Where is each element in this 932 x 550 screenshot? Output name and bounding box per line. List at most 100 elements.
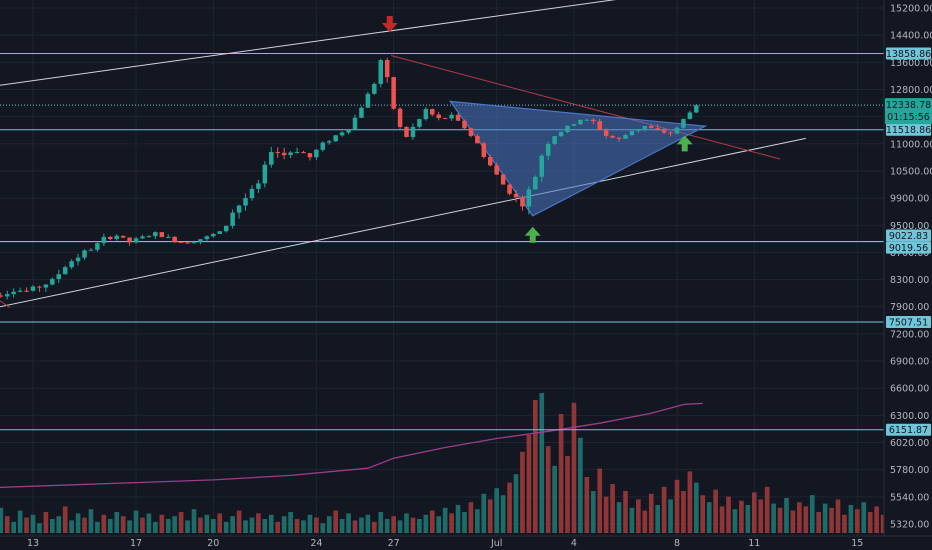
candle-body <box>578 119 583 125</box>
volume-bar <box>552 465 557 533</box>
candle-body <box>378 60 384 84</box>
volume-bar <box>75 513 81 533</box>
volume-bar <box>359 517 364 533</box>
candle-body <box>0 295 4 297</box>
candle-body <box>648 125 654 129</box>
volume-bar <box>610 484 615 533</box>
level-label-box <box>886 315 931 328</box>
candle-body <box>423 109 429 120</box>
volume-bar <box>301 520 306 533</box>
volume-bar <box>745 505 751 533</box>
candle-body <box>140 236 145 239</box>
volume-bar <box>243 520 248 533</box>
volume-bar <box>17 510 23 533</box>
volume-bar <box>365 514 371 533</box>
level-label: 7507.51 <box>889 317 928 328</box>
volume-bar <box>494 488 499 533</box>
volume-bar <box>739 500 744 533</box>
level-label-box <box>886 123 931 136</box>
volume-bar <box>88 509 94 533</box>
candle-body <box>668 132 673 134</box>
volume-bar <box>378 512 384 533</box>
volume-bar <box>719 506 725 533</box>
volume-bar <box>140 517 145 533</box>
volume-bar <box>545 446 551 533</box>
candle-body <box>307 153 313 158</box>
candle-body <box>320 142 326 150</box>
candle-body <box>236 205 242 213</box>
y-tick-label: 9900.00 <box>890 194 929 205</box>
volume-bar <box>597 468 603 533</box>
x-tick-label: 11 <box>748 538 760 549</box>
volume-bar <box>442 507 448 533</box>
candle-body <box>191 242 197 244</box>
y-tick-label: 8300.00 <box>890 275 929 286</box>
candle-body <box>133 238 139 243</box>
x-tick-label: 8 <box>674 538 680 549</box>
volume-bar <box>642 510 648 533</box>
volume-bar <box>829 507 834 533</box>
candle-body <box>346 128 351 133</box>
candle-body <box>120 235 126 238</box>
candle-body <box>468 128 474 136</box>
candle-body <box>404 126 409 137</box>
volume-bar <box>603 496 609 533</box>
candle-body <box>533 176 538 190</box>
volume-bar <box>288 512 293 533</box>
candle-body <box>430 109 435 115</box>
volume-bar <box>50 519 55 533</box>
volume-bar <box>101 514 107 533</box>
volume-bar <box>211 519 216 533</box>
candle-body <box>165 236 171 238</box>
volume-bar <box>784 498 789 533</box>
volume-bar <box>133 510 139 533</box>
candle-body <box>481 143 487 157</box>
candle-body <box>494 165 499 175</box>
volume-bar <box>249 517 255 533</box>
candle-body <box>75 257 81 262</box>
candle-body <box>178 241 184 243</box>
x-tick-label: 27 <box>388 538 400 549</box>
volume-bar <box>855 509 860 533</box>
upper-channel[interactable] <box>0 0 628 88</box>
volume-bar <box>159 514 165 533</box>
volume-bar <box>449 513 454 533</box>
resistance-line[interactable] <box>390 55 781 160</box>
y-tick-label: 7900.00 <box>890 302 929 313</box>
volume-bar <box>320 523 326 533</box>
volume-bar <box>533 400 538 533</box>
volume-bar <box>62 506 68 533</box>
candle-body <box>159 232 165 238</box>
volume-bar <box>867 512 873 533</box>
candle-body <box>410 126 416 137</box>
candle-body <box>62 267 68 275</box>
y-tick-label: 7200.00 <box>890 329 929 340</box>
volume-bar <box>751 492 757 533</box>
trend-lines[interactable] <box>0 0 806 311</box>
volume-bar <box>294 519 300 533</box>
lower-channel[interactable] <box>0 137 806 310</box>
candle-body <box>372 83 377 94</box>
candle-body <box>500 174 506 185</box>
volume-bar <box>429 510 435 533</box>
candle-body <box>249 188 255 199</box>
y-tick-label: 15200.00 <box>890 4 932 15</box>
volume-bar <box>423 514 429 533</box>
minor-line[interactable] <box>0 292 11 308</box>
candle-body <box>288 152 293 156</box>
volume-bar <box>835 499 841 533</box>
volume-bar <box>700 495 706 533</box>
volume-bar <box>256 513 261 533</box>
horizontal-levels[interactable] <box>0 53 884 431</box>
price-axis[interactable] <box>883 0 932 536</box>
volume-bar <box>146 513 152 533</box>
candle-body <box>591 119 596 122</box>
candle-body <box>17 290 23 292</box>
candle-body <box>275 152 280 154</box>
time-axis[interactable] <box>0 535 932 550</box>
candle-body <box>616 137 622 139</box>
volume-bar <box>217 513 223 533</box>
candle-body <box>449 114 454 119</box>
candle-body <box>397 108 403 127</box>
